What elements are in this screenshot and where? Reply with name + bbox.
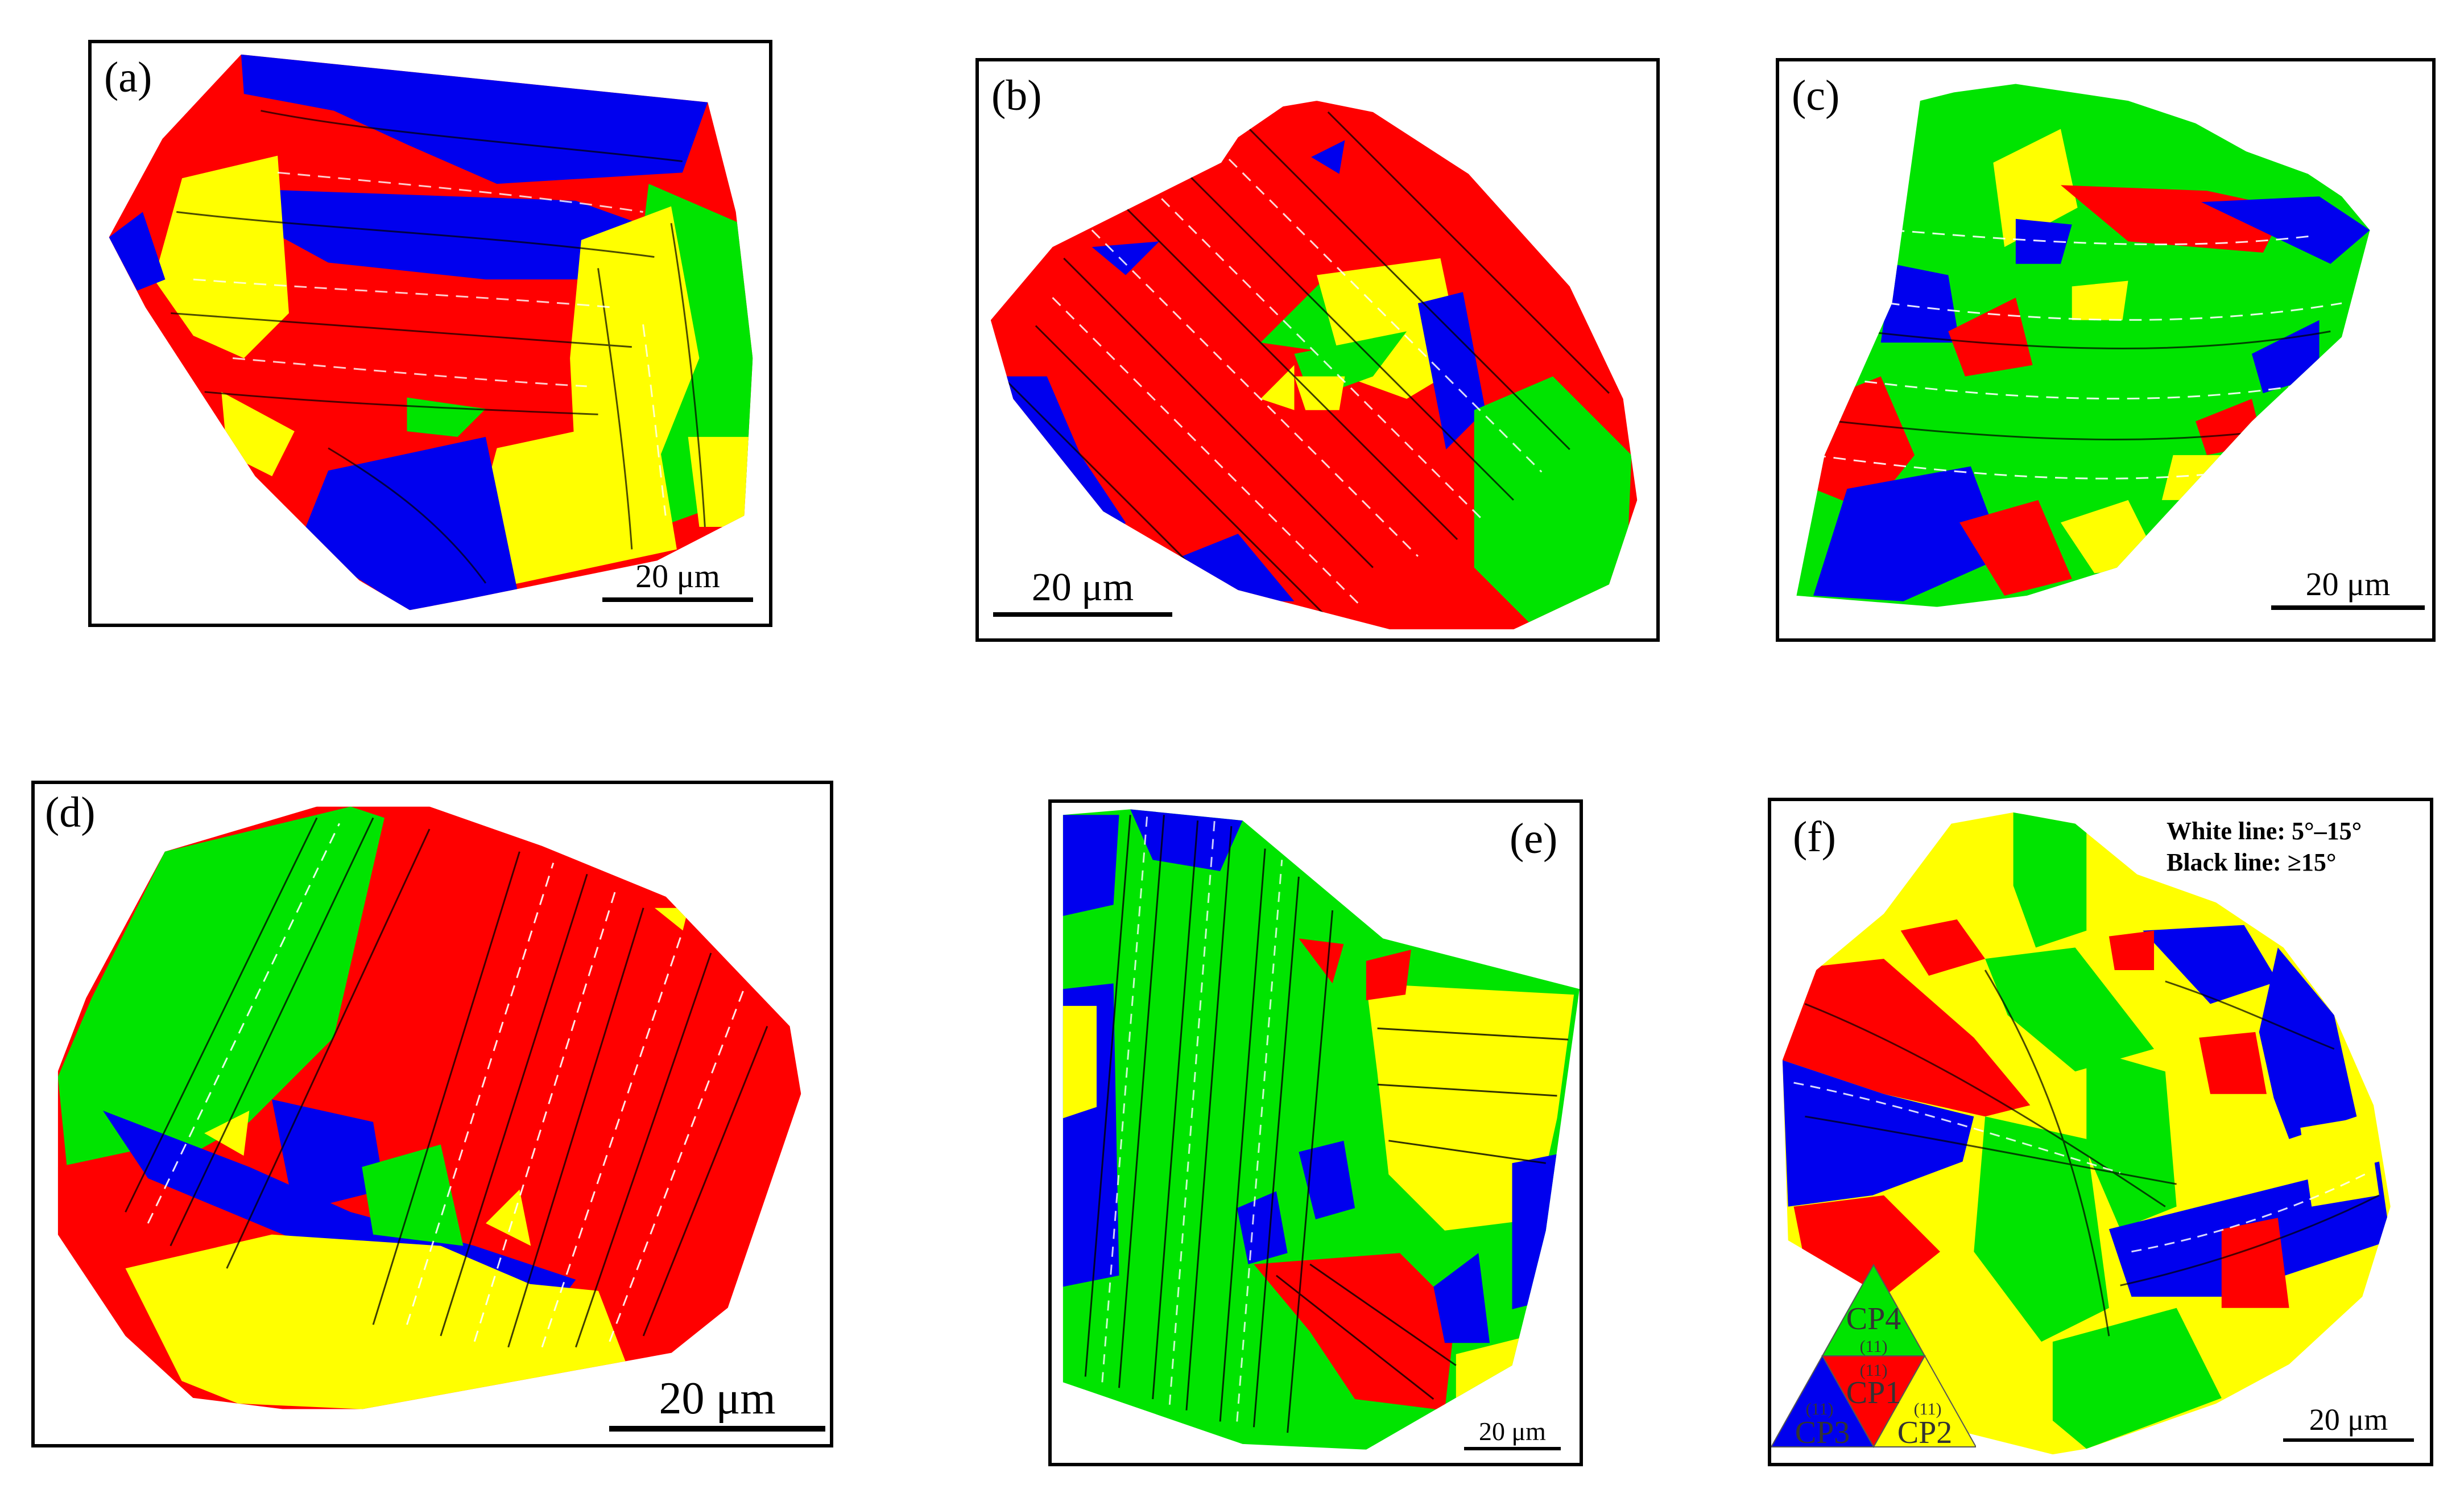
panel-f: (f) White line: 5°–15° Black line: ≥15° … <box>1768 798 2433 1466</box>
cp4-plane: (11) <box>1860 1337 1888 1356</box>
orientation-map-e <box>1063 809 1580 1450</box>
scale-text: 20 μm <box>2305 566 2391 603</box>
scale-bar: 20 μm <box>2283 1404 2414 1442</box>
cp2-plane: (11) <box>1914 1400 1942 1418</box>
variant-triangle-legend: CP4 (11) (11) CP1 (11) CP3 (11) CP2 <box>1771 1263 1976 1450</box>
scale-text: 20 μm <box>2309 1403 2388 1437</box>
cp4-label: CP4 <box>1846 1301 1901 1337</box>
panel-e: (e) 20 μm <box>1048 799 1583 1466</box>
scale-line <box>609 1426 825 1432</box>
panel-label: (b) <box>991 72 1042 119</box>
scale-bar: 20 μm <box>2271 568 2425 610</box>
cp1-label: CP1 <box>1846 1375 1901 1410</box>
panel-label: (c) <box>1792 72 1840 119</box>
scale-text: 20 μm <box>1479 1417 1546 1446</box>
cp1-plane: (11) <box>1860 1361 1888 1380</box>
panel-b: (b) 20 μm <box>975 58 1660 642</box>
cp3-label: CP3 <box>1795 1415 1850 1450</box>
orientation-map-a <box>109 54 753 611</box>
scale-text: 20 μm <box>1031 566 1134 609</box>
boundary-legend: White line: 5°–15° Black line: ≥15° <box>2167 815 2362 878</box>
cp2-label: CP2 <box>1897 1415 1953 1450</box>
panel-a: (a) 20 μm <box>88 40 772 627</box>
scale-line <box>993 612 1172 617</box>
panel-label: (d) <box>45 789 96 836</box>
scale-line <box>2283 1438 2414 1442</box>
scale-bar: 20 μm <box>1464 1418 1561 1450</box>
cp3-plane: (11) <box>1806 1400 1834 1418</box>
orientation-map-f <box>1782 812 2391 1455</box>
scale-line <box>2271 605 2425 610</box>
orientation-map-d <box>57 806 801 1409</box>
black-line-legend: Black line: ≥15° <box>2167 848 2337 876</box>
scale-text: 20 μm <box>659 1374 776 1424</box>
scale-bar: 20 μm <box>993 568 1172 617</box>
white-line-legend: White line: 5°–15° <box>2167 817 2362 845</box>
orientation-map-c <box>1796 84 2370 607</box>
cp2-triangle <box>1872 1354 1976 1447</box>
panel-d: (d) 20 μm <box>31 781 833 1447</box>
scale-bar: 20 μm <box>602 560 753 602</box>
orientation-map-b <box>990 101 1638 630</box>
panel-label: (a) <box>104 53 152 101</box>
scale-bar: 20 μm <box>609 1376 825 1432</box>
scale-text: 20 μm <box>635 558 720 595</box>
scale-line <box>602 597 753 602</box>
scale-line <box>1464 1447 1561 1450</box>
cp3-triangle <box>1771 1354 1875 1447</box>
panel-label: (e) <box>1510 815 1558 863</box>
panel-c: (c) 20 μm <box>1776 58 2436 642</box>
panel-label: (f) <box>1793 813 1836 861</box>
